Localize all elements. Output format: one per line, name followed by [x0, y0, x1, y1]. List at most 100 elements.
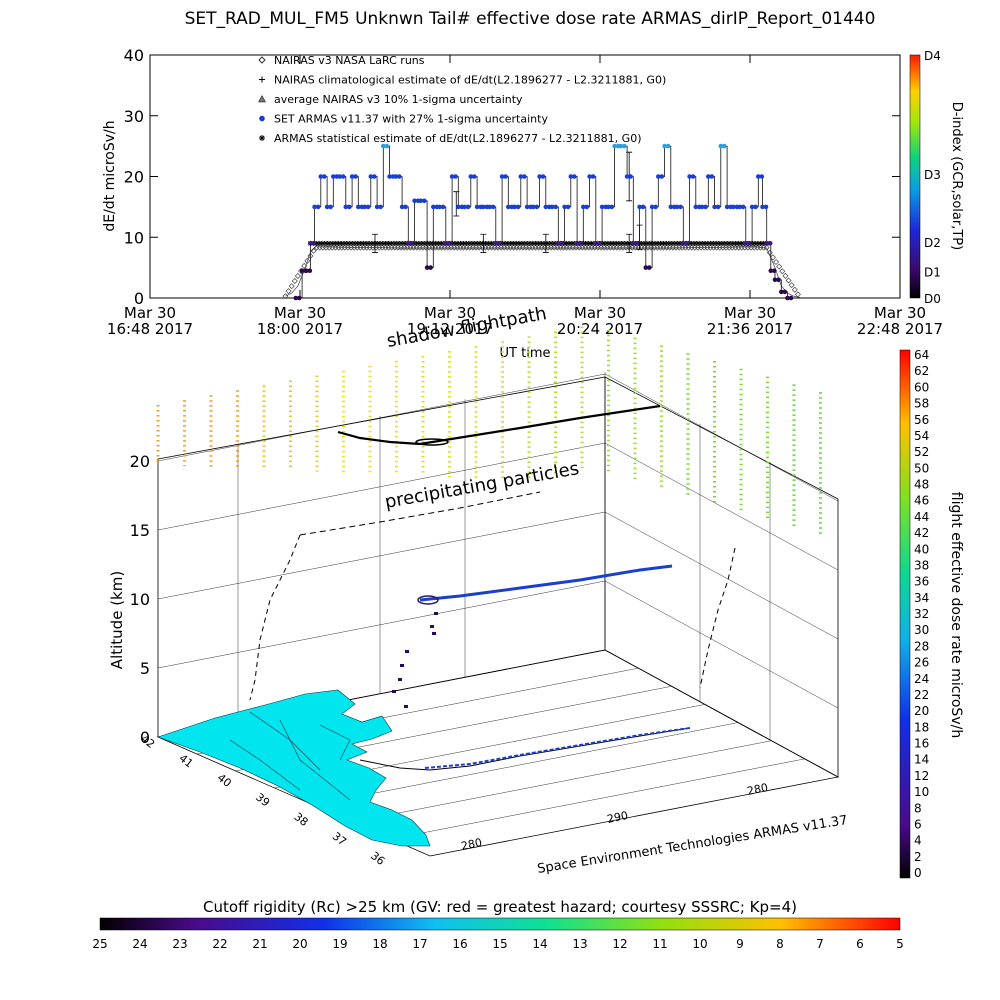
armas-point: [772, 268, 777, 274]
altitude-axis-label: Altitude (km): [108, 571, 126, 669]
armas-stat-point: [520, 240, 526, 246]
armas-stat-point: [514, 240, 520, 246]
figure-title: SET_RAD_MUL_FM5 Unknwn Tail# effective d…: [185, 9, 876, 29]
nairas-point: [773, 259, 780, 266]
nairas-point: [438, 244, 445, 251]
x-tick-label-line2: 22:48 2017: [857, 320, 943, 338]
armas-stat-point: [661, 240, 667, 246]
armas-point: [518, 174, 524, 179]
armas-point: [747, 241, 752, 246]
nairas-point: [460, 244, 467, 251]
cutoff-tick-label: 22: [212, 937, 227, 951]
armas-stat-point: [357, 240, 363, 246]
armas-stat-point: [532, 240, 538, 246]
nairas-point: [657, 244, 664, 251]
x-tick-label-line1: Mar 30: [574, 304, 626, 322]
armas-stat-point: [601, 240, 607, 246]
nairas-point: [779, 268, 786, 275]
nairas-point: [507, 244, 514, 251]
nairas-point: [582, 244, 589, 251]
armas-stat-point: [761, 240, 767, 246]
armas-stat-point: [645, 240, 651, 246]
armas-point: [587, 174, 592, 179]
ascent-point: [430, 625, 434, 628]
armas-stat-point: [723, 240, 729, 246]
cutoff-tick-label: 11: [652, 937, 667, 951]
armas-point: [362, 204, 367, 210]
armas-point: [609, 204, 615, 210]
armas-stat-point: [667, 240, 673, 246]
armas-stat-point: [604, 240, 610, 246]
armas-point: [612, 143, 617, 149]
error-bar: [626, 233, 633, 253]
armas-point: [453, 174, 458, 179]
y-tick-label: 30: [124, 107, 144, 126]
nairas-point: [319, 244, 326, 251]
credit-text: Space Environment Technologies ARMAS v11…: [536, 813, 848, 877]
armas-point: [428, 265, 433, 270]
legend-entry-text: average NAIRAS v3 10% 1-sigma uncertaint…: [274, 93, 523, 106]
armas-stat-point: [507, 240, 513, 246]
dose-tick-label: 36: [914, 575, 929, 589]
armas-point: [687, 174, 692, 179]
armas-point: [584, 204, 590, 210]
armas-stat-point: [717, 240, 723, 246]
armas-stat-point: [664, 240, 670, 246]
nairas-point: [413, 244, 420, 251]
x-tick-label-line2: 19:12 2017: [407, 320, 493, 338]
nairas-point: [726, 244, 733, 251]
nairas-point: [435, 244, 442, 251]
armas-point: [556, 241, 561, 246]
x-tick-label-line1: Mar 30: [274, 304, 326, 322]
armas-point: [487, 204, 492, 210]
cutoff-tick-label: 18: [372, 937, 387, 951]
legend-symbol-plus: [259, 76, 265, 83]
nairas-point: [763, 244, 770, 251]
armas-stat-point: [367, 240, 373, 246]
armas-stat-point: [536, 240, 542, 246]
nairas-point: [407, 244, 414, 251]
armas-point: [499, 174, 505, 179]
armas-point: [659, 174, 665, 179]
legend-entry-text: SET ARMAS v11.37 with 27% 1-sigma uncert…: [274, 113, 548, 126]
nairas-point: [501, 244, 508, 251]
precipitating-particles-annotation: precipitating particles: [383, 458, 580, 513]
armas-stat-point: [386, 240, 392, 246]
armas-point: [297, 295, 302, 301]
armas-stat-point: [704, 240, 710, 246]
ascent-point: [392, 690, 396, 693]
y-tick-label: 0: [134, 289, 144, 308]
armas-stat-point: [504, 240, 510, 246]
x-tick-label-line1: Mar 30: [124, 304, 176, 322]
altitude-tick-label: 20: [130, 452, 150, 471]
armas-point: [715, 204, 721, 210]
armas-point: [665, 143, 671, 149]
armas-stat-point: [692, 240, 698, 246]
armas-point: [384, 143, 390, 149]
nairas-point: [794, 291, 801, 298]
armas-point: [590, 174, 596, 179]
nairas-point: [541, 244, 548, 251]
armas-stat-point: [567, 240, 573, 246]
nairas-point: [566, 244, 573, 251]
nairas-point: [410, 244, 417, 251]
armas-point: [462, 204, 467, 210]
nairas-point: [441, 244, 448, 251]
cutoff-tick-label: 14: [532, 937, 547, 951]
armas-stat-point: [320, 240, 326, 246]
armas-stat-point: [586, 240, 592, 246]
dose-tick-label: 38: [914, 558, 929, 572]
armas-point: [378, 204, 383, 210]
armas-stat-point: [701, 240, 707, 246]
armas-point: [524, 204, 530, 210]
nairas-point: [782, 272, 789, 279]
nairas-point: [641, 244, 648, 251]
armas-point: [324, 204, 330, 210]
latitude-tick-label: 39: [253, 791, 272, 810]
armas-stat-point: [754, 240, 760, 246]
armas-point: [753, 204, 758, 210]
altitude-tick-label: 5: [140, 659, 150, 678]
cutoff-tick-label: 15: [492, 937, 507, 951]
